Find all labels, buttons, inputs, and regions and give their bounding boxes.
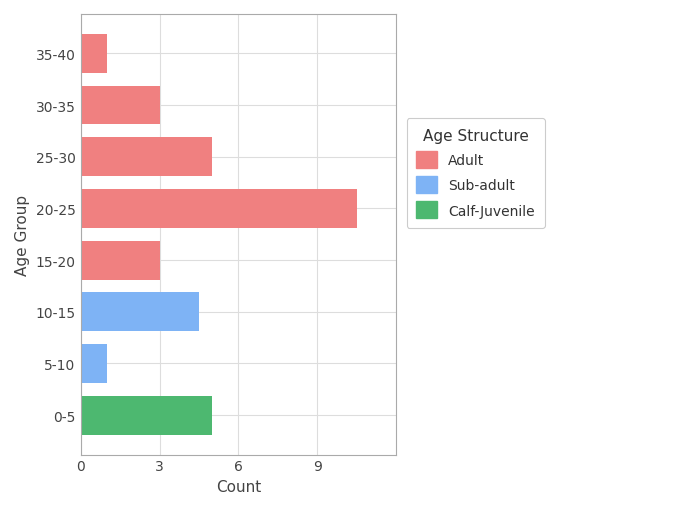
Bar [81, 190, 357, 229]
Bar [81, 35, 107, 74]
Legend: Adult, Sub-adult, Calf-Juvenile: Adult, Sub-adult, Calf-Juvenile [406, 119, 545, 229]
Bar [81, 241, 160, 280]
Bar [81, 87, 160, 125]
Bar [81, 345, 107, 383]
Y-axis label: Age Group: Age Group [15, 194, 30, 275]
X-axis label: Count: Count [216, 479, 261, 494]
Bar [81, 138, 212, 177]
Bar [81, 293, 199, 331]
Bar [81, 396, 212, 435]
